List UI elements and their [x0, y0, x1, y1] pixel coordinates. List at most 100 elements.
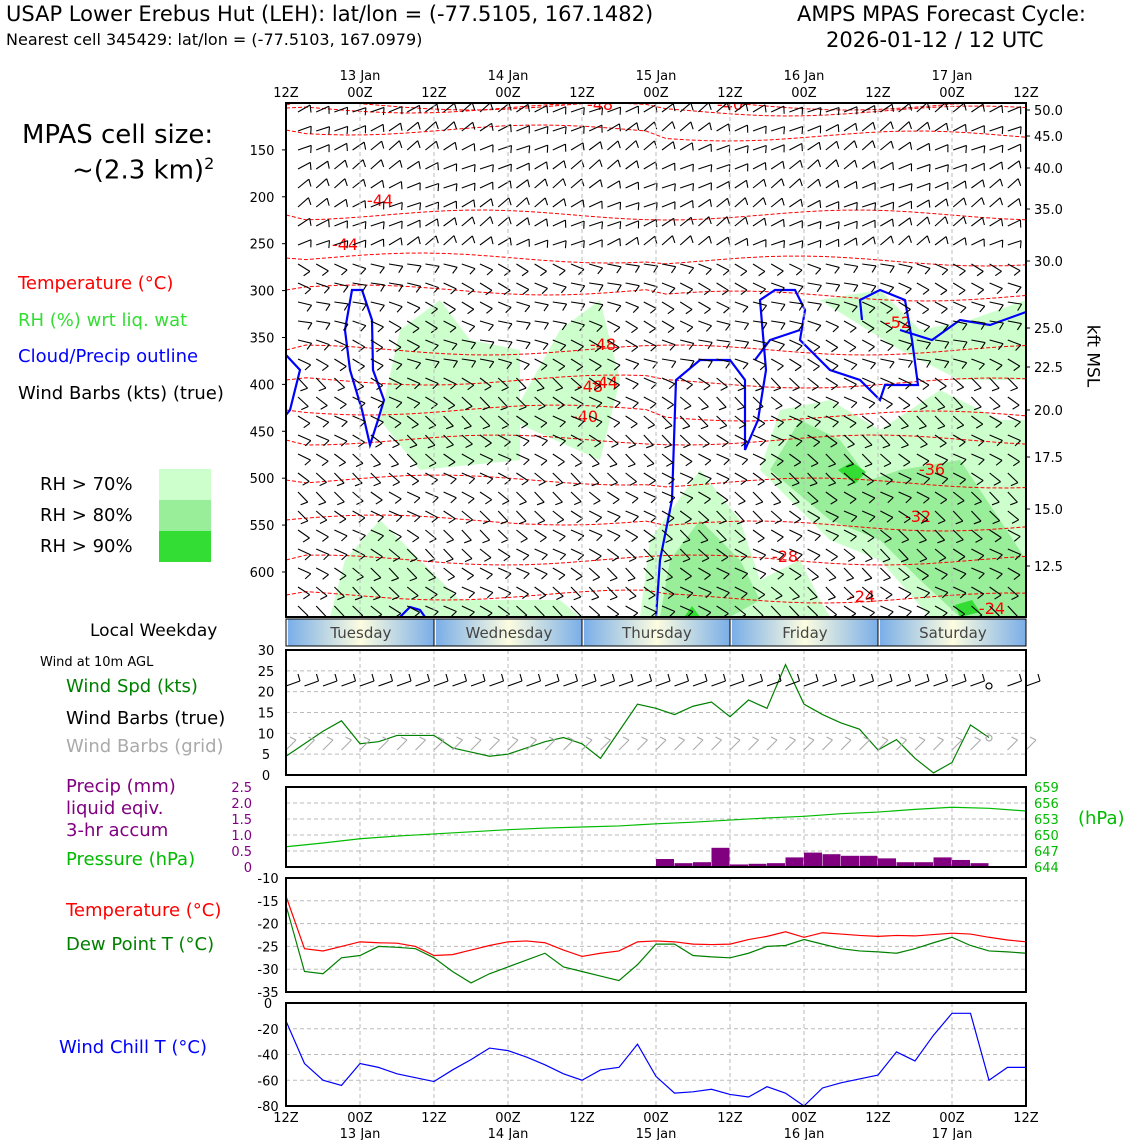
wind-barb-flag	[868, 346, 875, 352]
wind-barb	[898, 320, 912, 329]
wind-barb-flag	[783, 126, 786, 135]
wind-barb	[370, 221, 385, 227]
wind-barb-flag	[919, 539, 927, 544]
wind-barb-flag	[832, 326, 839, 333]
wind-barb	[625, 491, 639, 499]
wind-barb-flag	[726, 216, 730, 225]
wind-barb	[807, 301, 822, 305]
wind-barb	[315, 197, 328, 208]
wind-barb-flag	[394, 613, 402, 617]
wind-barb-flag	[956, 386, 964, 392]
temperature-contour	[286, 252, 1026, 267]
wind-barb-flag	[468, 478, 476, 485]
wind-barb-flag	[939, 385, 947, 391]
wind-barb-flag	[632, 402, 639, 409]
wind-barb	[661, 472, 675, 480]
wind-barb	[861, 320, 875, 329]
wind-barb-true	[600, 680, 615, 687]
wind-barb	[971, 472, 984, 482]
wind-barb	[661, 377, 676, 385]
wind-barb-true-flag	[833, 673, 838, 682]
wind-barb	[971, 491, 982, 503]
wind-barb-flag	[561, 323, 567, 331]
wind-barb-flag	[797, 286, 804, 293]
wind-barb	[661, 567, 673, 578]
wind-barb	[352, 510, 366, 519]
wind-barb	[825, 605, 838, 616]
wind-barb	[898, 434, 909, 446]
wind-barb	[425, 218, 438, 227]
wind-barb-flag	[801, 240, 804, 249]
wind-barb-flag	[744, 197, 749, 206]
precip-bar	[656, 859, 674, 867]
wind-barb	[352, 415, 366, 423]
wind-barb	[334, 220, 348, 227]
wind-barb	[934, 282, 948, 291]
legend-rh80-swatch	[159, 500, 211, 531]
wind-barb-flag	[1013, 365, 1021, 372]
wind-barb	[552, 320, 567, 325]
wind-barb-grid-flag	[1011, 736, 1018, 741]
wind-barb	[643, 282, 658, 288]
wind-barb	[552, 198, 565, 208]
wind-barb	[789, 263, 803, 271]
wind-barb-flag	[361, 304, 367, 312]
wind-barb-flag	[994, 594, 1002, 600]
wind-barb-flag	[793, 461, 802, 467]
wind-barb	[952, 548, 966, 558]
wind-barb-flag	[470, 342, 476, 350]
wind-barb-grid-flag	[345, 736, 352, 741]
wind-barb-flag	[418, 105, 421, 113]
wind-barb-flag	[774, 481, 782, 487]
wind-barb	[407, 282, 421, 287]
wind-barb-flag	[391, 577, 399, 582]
wind-barb	[971, 586, 984, 595]
wind-barb	[952, 491, 965, 502]
wind-barb-flag	[667, 327, 675, 334]
wind-barb-flag	[304, 573, 312, 580]
wind-barb-flag	[709, 122, 712, 131]
wind-barb	[825, 263, 840, 268]
wind-barb	[316, 126, 330, 132]
wind-barb	[607, 106, 621, 113]
wind-barb-flag	[300, 501, 308, 506]
wind-barb-flag	[796, 345, 803, 352]
wind-barb-flag	[546, 161, 549, 170]
wind-barb	[1007, 160, 1020, 170]
wind-barb	[989, 125, 1004, 132]
wind-barb	[843, 339, 857, 348]
wind-barb	[479, 198, 492, 208]
wind-barb-flag	[955, 520, 964, 525]
wind-barb	[388, 510, 403, 517]
wind-barb-flag	[519, 406, 527, 411]
wind-barb-flag	[500, 520, 508, 525]
wind-barb	[861, 453, 873, 465]
wind-barb-flag	[649, 327, 656, 334]
wind-barb-flag	[632, 516, 639, 523]
wind-barb	[752, 162, 766, 170]
pressure-level-tick: 500	[250, 472, 275, 487]
wind-barb	[807, 239, 821, 246]
wind-barb-flag	[922, 460, 930, 466]
wind-barb	[734, 510, 745, 522]
wind-barb	[334, 605, 345, 617]
wind-barb-flag	[327, 161, 330, 169]
wind-barb-flag	[828, 482, 836, 487]
wind-barb-grid	[970, 739, 981, 751]
wind-barb-flag	[962, 341, 968, 349]
wind-barb	[625, 282, 640, 287]
wind-barb	[425, 510, 439, 519]
wind-barb-flag	[889, 361, 895, 369]
wind-barb	[661, 491, 676, 499]
wind-barb	[425, 162, 439, 170]
wind-barb	[479, 282, 493, 291]
wind-barb-flag	[325, 323, 331, 331]
wind-barb-flag	[340, 440, 348, 447]
wind-barb-flag	[874, 202, 877, 211]
wind-barb-flag	[686, 497, 694, 504]
wind-barb	[534, 282, 548, 289]
wind-barb-flag	[722, 269, 730, 276]
temperature-contour	[286, 434, 1026, 446]
wind-barb-flag	[1014, 554, 1022, 561]
wind-barb	[424, 548, 436, 560]
